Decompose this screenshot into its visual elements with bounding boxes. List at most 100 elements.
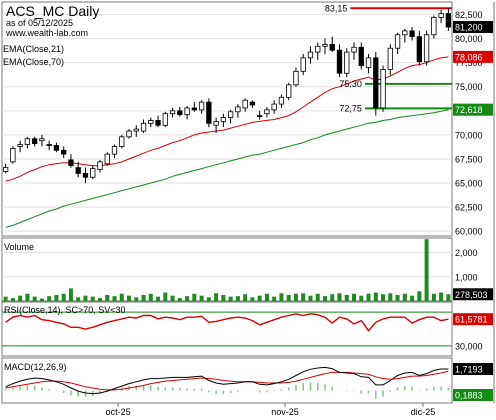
candle-body bbox=[416, 36, 422, 63]
candle-body bbox=[257, 115, 263, 118]
price-tick-label: 75,000 bbox=[455, 82, 483, 92]
volume-bar bbox=[410, 295, 415, 301]
volume-bar bbox=[134, 297, 139, 301]
candle-body bbox=[169, 110, 176, 115]
volume-bar bbox=[177, 298, 182, 301]
price-tick-label: 62,500 bbox=[455, 203, 483, 213]
volume-bar bbox=[381, 294, 386, 301]
price-tick-label: 77,500 bbox=[455, 58, 483, 68]
volume-bar bbox=[337, 293, 342, 301]
level-label: 75,30 bbox=[339, 79, 362, 89]
volume-bar bbox=[141, 294, 146, 301]
volume-bar bbox=[235, 296, 240, 301]
volume-bar bbox=[272, 296, 277, 301]
source-label: www.wealth-lab.com bbox=[5, 28, 88, 38]
volume-tick-label: 1,000 bbox=[455, 272, 478, 282]
candle-body bbox=[445, 13, 452, 28]
candle-body bbox=[32, 138, 38, 144]
candle-body bbox=[155, 120, 161, 126]
candle-body bbox=[162, 113, 168, 126]
volume-bar bbox=[446, 294, 451, 301]
macd-title: MACD(12,26,9) bbox=[4, 362, 67, 372]
price-panel bbox=[1, 1, 453, 237]
last-price-tag: 81,200 bbox=[455, 23, 483, 33]
candle-body bbox=[17, 144, 23, 147]
volume-bar bbox=[127, 295, 132, 301]
candle-body bbox=[75, 167, 81, 174]
candle-body bbox=[431, 17, 437, 36]
volume-bar bbox=[54, 294, 59, 301]
volume-bar bbox=[359, 295, 364, 301]
volume-bar bbox=[315, 293, 320, 301]
volume-bar bbox=[424, 239, 429, 301]
volume-bar bbox=[395, 294, 400, 301]
volume-bar bbox=[61, 293, 66, 301]
rsi-line bbox=[5, 313, 449, 332]
volume-bar bbox=[3, 296, 8, 301]
level-label: 72,75 bbox=[339, 103, 362, 113]
volume-bar bbox=[170, 295, 175, 301]
volume-bar bbox=[264, 293, 269, 301]
volume-bar bbox=[32, 296, 37, 301]
volume-bar bbox=[417, 291, 422, 301]
volume-bar bbox=[199, 295, 204, 301]
candle-body bbox=[373, 57, 379, 109]
candle-body bbox=[438, 13, 444, 18]
volume-bar bbox=[192, 293, 197, 301]
volume-bar bbox=[112, 296, 117, 301]
candle-body bbox=[119, 136, 125, 147]
candle-body bbox=[315, 45, 321, 53]
volume-bar bbox=[105, 294, 110, 301]
candle-body bbox=[322, 43, 328, 47]
volume-bar bbox=[163, 292, 168, 301]
volume-bar bbox=[18, 295, 23, 301]
volume-bar bbox=[352, 293, 357, 301]
ema21-legend: EMA(Close,21) bbox=[3, 44, 64, 54]
rsi-last-tag-bg bbox=[453, 313, 493, 326]
volume-bar bbox=[322, 296, 327, 301]
candle-body bbox=[82, 173, 89, 178]
price-tick-label: 70,000 bbox=[455, 130, 483, 140]
candle-body bbox=[61, 149, 67, 155]
price-tick-label: 67,500 bbox=[455, 154, 483, 164]
volume-bar bbox=[330, 294, 335, 301]
price-tick-label: 80,000 bbox=[455, 34, 483, 44]
rsi-last-tag: 61,5781 bbox=[455, 315, 488, 325]
candle-body bbox=[300, 57, 306, 72]
chart-subtitle: as of 05/12/2025 bbox=[6, 18, 73, 28]
volume-bar bbox=[301, 293, 306, 301]
candle-body bbox=[235, 106, 241, 113]
volume-bar bbox=[90, 296, 95, 301]
price-tick-label: 60,000 bbox=[455, 227, 483, 237]
macd-last-tag-bg bbox=[453, 363, 493, 375]
candle-body bbox=[409, 30, 415, 38]
volume-bar bbox=[76, 297, 81, 301]
volume-bar bbox=[68, 288, 73, 301]
volume-panel bbox=[1, 237, 453, 302]
volume-bar bbox=[308, 295, 313, 301]
candle-body bbox=[336, 49, 343, 74]
rsi-title: RSI(Close,14), SC>70, SV<30 bbox=[4, 305, 126, 315]
candle-body bbox=[264, 109, 270, 115]
ema70-value-tag-bg bbox=[453, 103, 493, 116]
candle-body bbox=[344, 51, 350, 74]
macd-line bbox=[5, 366, 449, 395]
candle-body bbox=[351, 46, 357, 53]
volume-bar bbox=[286, 294, 291, 301]
rsi-panel bbox=[1, 301, 453, 357]
candle-body bbox=[249, 101, 256, 106]
candle-body bbox=[24, 138, 31, 145]
volume-bar bbox=[373, 292, 378, 301]
rsi-tick-label: 30,000 bbox=[455, 341, 483, 351]
x-tick-label: nov-25 bbox=[271, 407, 299, 417]
candle-body bbox=[126, 130, 132, 138]
volume-bar bbox=[243, 294, 248, 301]
candle-body bbox=[39, 138, 45, 142]
macd-signal-line bbox=[5, 370, 449, 391]
volume-bar bbox=[47, 296, 52, 301]
macd-last-tag: 1,7193 bbox=[455, 365, 483, 375]
volume-bar bbox=[388, 293, 393, 301]
volume-bar bbox=[25, 293, 30, 301]
volume-bar bbox=[344, 294, 349, 301]
